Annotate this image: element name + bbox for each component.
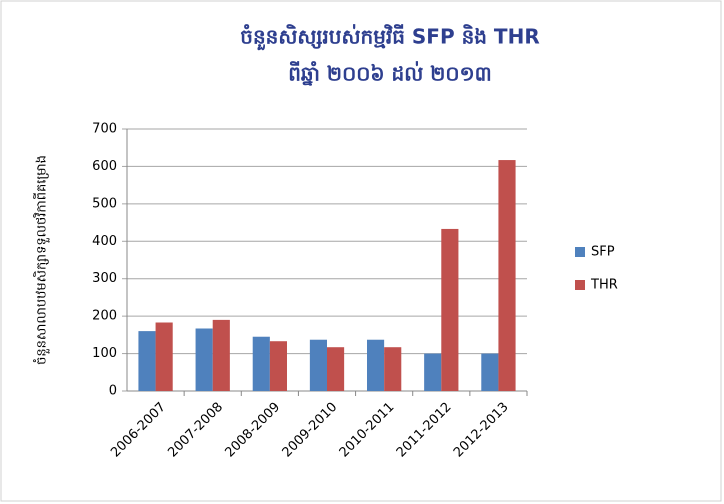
legend-label: THR [590, 278, 618, 293]
bar [481, 353, 499, 391]
chart-subtitle: ពីឆ្នាំ ២០០៦ ដល់ ២០១៣ [288, 61, 492, 87]
y-tick-label: 700 [92, 122, 117, 137]
y-tick-label: 0 [109, 384, 117, 399]
y-tick-label: 200 [92, 309, 117, 324]
legend-swatch [575, 280, 585, 290]
bar [195, 328, 213, 391]
bar [269, 341, 287, 391]
bar [252, 336, 270, 391]
bar [498, 160, 516, 391]
y-tick-label: 300 [92, 271, 117, 286]
bar [155, 322, 173, 391]
y-axis-label: ចំនួនសាលាបឋមសិក្សាទទួលថវិកាពីគម្រោង [33, 155, 51, 365]
y-tick-label: 100 [92, 346, 117, 361]
y-tick-label: 500 [92, 196, 117, 211]
legend-label: SFP [591, 245, 615, 260]
y-tick-label: 400 [92, 234, 117, 249]
chart-title: ចំនួនសិស្សរបស់កម្មវិធី SFP និង THR [240, 24, 539, 51]
y-tick-label: 600 [92, 159, 117, 174]
bar [367, 339, 385, 391]
bar [309, 339, 327, 391]
bar [424, 353, 442, 391]
bar [138, 331, 156, 391]
bar [384, 347, 402, 391]
bar [327, 347, 345, 391]
legend-swatch [575, 247, 585, 257]
bar [441, 228, 459, 391]
bar [212, 319, 230, 391]
